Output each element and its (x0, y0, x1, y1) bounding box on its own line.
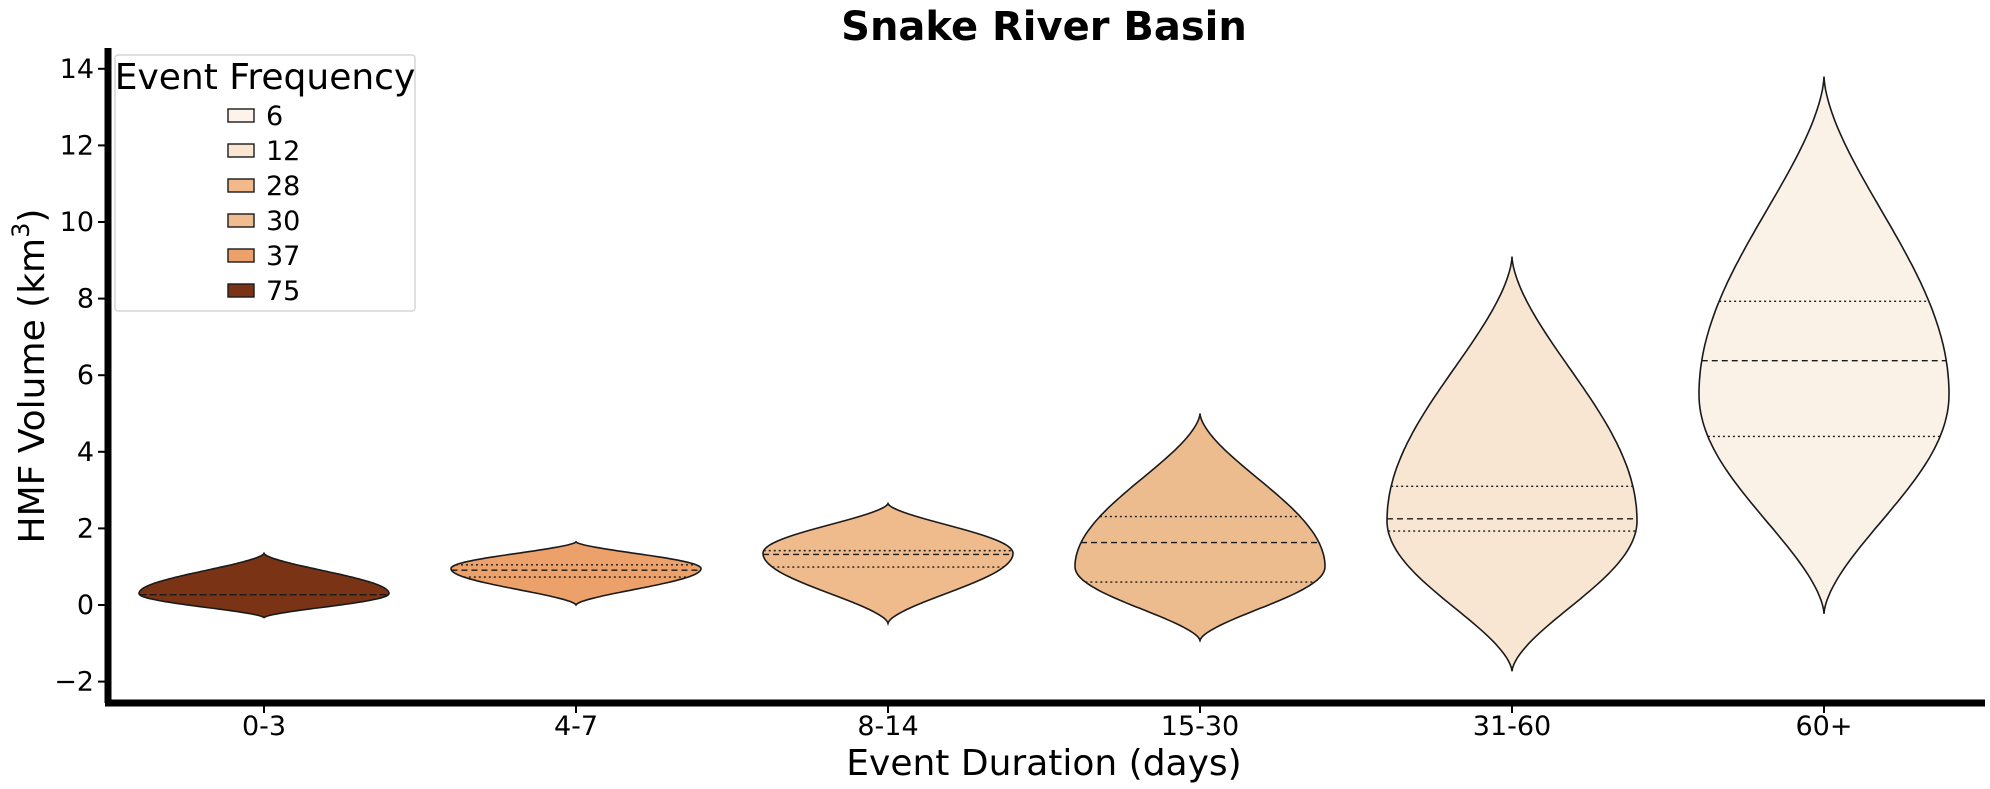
violin-15-30 (1074, 413, 1326, 643)
y-axis-label-text: HMF Volume (km (12, 238, 53, 544)
x-tick-label: 0-3 (242, 711, 286, 742)
violin-31-60 (1386, 256, 1638, 672)
violin-body (762, 501, 1014, 627)
y-tick-label: 10 (60, 207, 94, 238)
y-tick-label: 14 (60, 54, 94, 85)
violins (138, 76, 1950, 672)
y-axis-label-superscript: 3 (7, 223, 35, 238)
violin-body (1074, 413, 1326, 643)
legend-label: 30 (266, 206, 300, 237)
y-tick-label: −2 (54, 667, 94, 698)
legend-swatch (227, 178, 255, 193)
y-tick-label: 8 (77, 284, 94, 315)
legend-swatch (227, 248, 255, 263)
legend: Event Frequency 6 12 28 30 37 75 (114, 54, 416, 312)
violin-60+ (1698, 76, 1950, 614)
legend-label: 28 (266, 171, 300, 202)
y-tick-label: 2 (77, 513, 94, 544)
legend-title: Event Frequency (115, 57, 416, 98)
violin-body (1698, 76, 1950, 614)
legend-label: 6 (266, 101, 283, 132)
legend-label: 12 (266, 136, 300, 167)
violin-body (450, 540, 702, 607)
y-tick-label: 12 (60, 130, 94, 161)
legend-label: 75 (266, 276, 300, 307)
x-tick-label: 60+ (1796, 711, 1853, 742)
y-tick-label: 0 (77, 590, 94, 621)
x-axis-label: Event Duration (days) (846, 743, 1241, 784)
violin-body (1386, 256, 1638, 672)
legend-frame (114, 54, 416, 312)
violin-4-7 (450, 540, 702, 607)
y-tick-label: 4 (77, 437, 94, 468)
x-ticks: 0-3 4-7 8-14 15-30 31-60 60+ (242, 706, 1853, 742)
legend-swatch (227, 143, 255, 158)
y-ticks: −2 0 2 4 6 8 10 12 14 (54, 54, 105, 698)
x-tick-label: 31-60 (1473, 711, 1551, 742)
legend-swatch (227, 283, 255, 298)
x-tick-label: 4-7 (554, 711, 598, 742)
y-axis-label: HMF Volume (km3) (7, 209, 53, 544)
legend-swatch (227, 213, 255, 228)
y-axis-label-close: ) (12, 209, 53, 223)
chart-title: Snake River Basin (841, 4, 1247, 50)
violin-0-3 (138, 551, 390, 619)
violin-body (138, 551, 390, 619)
y-tick-label: 6 (77, 360, 94, 391)
legend-entries: 6 12 28 30 37 75 (227, 101, 300, 307)
violin-8-14 (762, 501, 1014, 627)
x-tick-label: 15-30 (1161, 711, 1239, 742)
legend-swatch (227, 108, 255, 123)
x-tick-label: 8-14 (857, 711, 918, 742)
legend-label: 37 (266, 241, 300, 272)
